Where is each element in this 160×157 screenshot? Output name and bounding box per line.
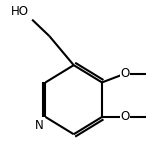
Text: O: O — [120, 67, 129, 80]
Text: N: N — [35, 119, 44, 132]
Text: O: O — [120, 111, 129, 123]
Text: HO: HO — [11, 5, 29, 18]
